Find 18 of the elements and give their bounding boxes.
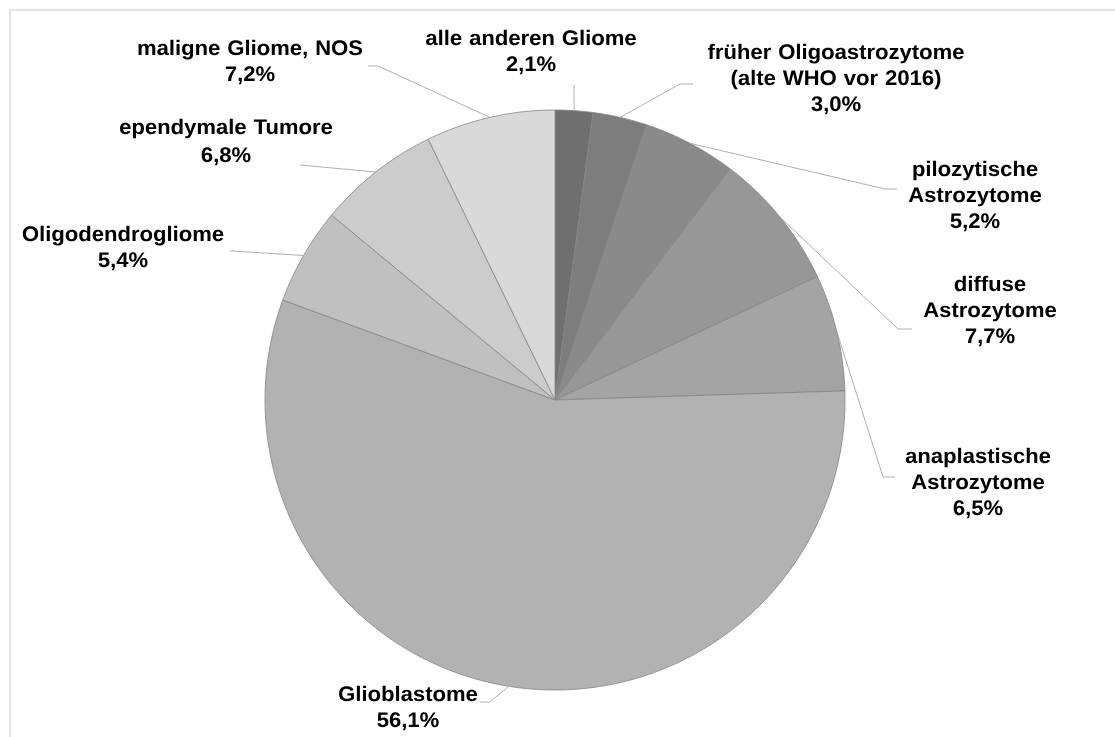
data-label: 6,5% <box>953 500 1003 519</box>
data-label: 56,1% <box>377 712 439 731</box>
slice-label: alle anderen Gliome <box>426 29 636 46</box>
slice-label: Glioblastome <box>339 685 478 702</box>
data-label: 2,1% <box>506 56 556 75</box>
slice-label: Oligodendrogliome <box>22 225 224 246</box>
data-label: 5,4% <box>98 252 148 271</box>
data-label: 7,7% <box>965 328 1015 347</box>
data-label: 6,8% <box>201 147 251 166</box>
slice-label: diffuse Astrozytome <box>923 275 1057 322</box>
slice-label: pilozytische Astrozytome <box>908 160 1042 207</box>
data-label: 3,0% <box>811 96 861 115</box>
data-label: 5,2% <box>950 213 1000 232</box>
slice-label: anaplastische Astrozytome <box>905 447 1051 494</box>
data-label: 7,2% <box>225 66 275 85</box>
slice-label: ependymale Tumore <box>120 118 333 139</box>
slice-label: früher Oligoastrozytome (alte WHO vor 2016) <box>707 43 964 90</box>
slice-label: maligne Gliome, NOS <box>138 39 363 60</box>
